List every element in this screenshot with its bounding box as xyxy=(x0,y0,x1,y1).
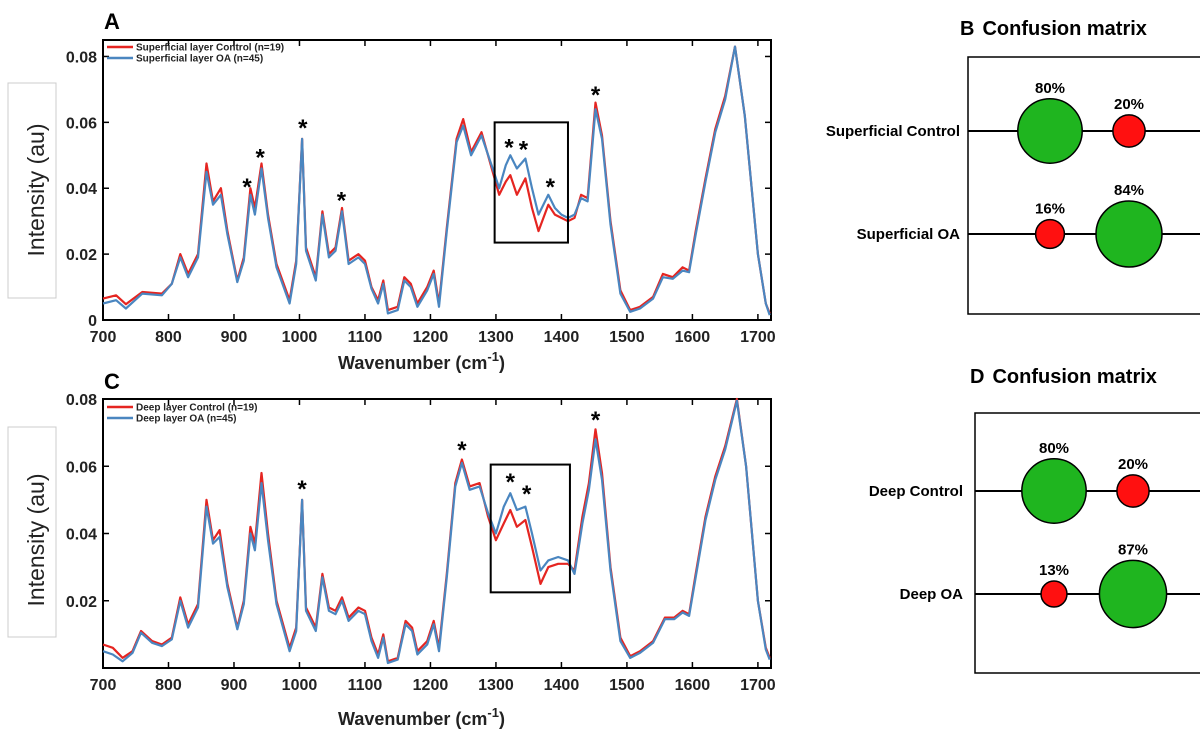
y-tick-label: 0.04 xyxy=(66,527,97,544)
x-tick-label: 700 xyxy=(90,329,117,346)
x-tick-label: 900 xyxy=(221,677,248,694)
bubble-percentage: 80% xyxy=(1039,440,1069,457)
x-tick-label: 1500 xyxy=(609,329,645,346)
confusion-matrix-b-frame xyxy=(967,56,1200,315)
panel-c: C Intensity (au) 700 800 900 1000 1100 1200 13… xyxy=(7,369,776,729)
panel-b: B Confusion matrix Superficial Control 80%… xyxy=(826,18,1200,315)
legend-label: Deep layer Control (n=19) xyxy=(136,403,257,414)
x-tick-label: 1700 xyxy=(740,329,776,346)
significance-marker: * xyxy=(591,82,601,109)
correct-bubble xyxy=(1095,200,1163,268)
x-axis-label-a: Wavenumber (cm-1) xyxy=(338,349,505,373)
series-line-control xyxy=(102,397,771,663)
significance-marker: * xyxy=(591,407,601,434)
x-tick-label: 900 xyxy=(221,329,248,346)
confusion-matrix-d: Deep Control 80% 20% Deep OA 13% 87% xyxy=(869,440,1200,629)
plot-area-c: 700 800 900 1000 1100 1200 1300 1400 1500 1600 170… xyxy=(66,392,776,694)
misclassified-bubble xyxy=(1040,580,1068,608)
y-tick-label: 0.02 xyxy=(66,594,97,611)
x-axis-label-c: Wavenumber (cm-1) xyxy=(338,705,505,729)
confusion-matrix-b: Superficial Control 80% 20% Superficial OA 1… xyxy=(826,80,1200,268)
significance-marker: * xyxy=(506,469,516,496)
legend-label: Deep layer OA (n=45) xyxy=(136,414,237,425)
panel-a-letter: A xyxy=(104,9,120,34)
panel-d-title: D Confusion matrix xyxy=(970,366,1157,388)
y-axis-label-c: Intensity (au) xyxy=(23,474,49,607)
correct-bubble xyxy=(1098,559,1168,629)
y-tick-label: 0 xyxy=(88,313,97,330)
significance-marker: * xyxy=(546,174,556,201)
series-line-oa xyxy=(102,45,771,316)
matrix-row-label: Deep Control xyxy=(869,483,963,500)
significance-marker: * xyxy=(242,174,252,201)
misclassified-bubble xyxy=(1112,114,1146,148)
y-tick-label: 0.08 xyxy=(66,392,97,409)
x-tick-label: 1100 xyxy=(348,329,383,346)
x-tick-label: 1600 xyxy=(675,677,711,694)
x-tick-label: 1500 xyxy=(609,677,645,694)
bubble-percentage: 13% xyxy=(1039,562,1069,579)
correct-bubble xyxy=(1017,98,1083,164)
x-tick-label: 1200 xyxy=(413,677,449,694)
matrix-row-label: Superficial Control xyxy=(826,123,960,140)
significance-marker: * xyxy=(337,187,347,214)
significance-marker: * xyxy=(504,135,514,162)
x-tick-label: 1300 xyxy=(478,329,514,346)
ylabel-box-a xyxy=(7,82,57,299)
y-tick-label: 0.06 xyxy=(66,115,97,132)
misclassified-bubble xyxy=(1116,474,1150,508)
significance-marker: * xyxy=(297,476,307,503)
bubble-percentage: 80% xyxy=(1035,80,1065,97)
panel-a: A Intensity (au) 700 800 900 1000 1100 1200 13… xyxy=(7,9,776,373)
x-tick-label: 800 xyxy=(155,329,182,346)
significance-marker: * xyxy=(298,115,308,142)
y-tick-label: 0.04 xyxy=(66,181,97,198)
x-tick-label: 1000 xyxy=(282,329,318,346)
significance-marker: * xyxy=(256,145,266,172)
bubble-percentage: 87% xyxy=(1118,541,1148,558)
x-tick-label: 1600 xyxy=(675,329,711,346)
significance-marker: * xyxy=(522,481,532,508)
plot-area-a: 700 800 900 1000 1100 1200 1300 1400 1500 1600 170… xyxy=(66,39,776,346)
ylabel-box-c xyxy=(7,426,57,638)
y-tick-label: 0.02 xyxy=(66,247,97,264)
x-tick-label: 1700 xyxy=(740,677,776,694)
highlight-box xyxy=(489,463,571,594)
bubble-percentage: 84% xyxy=(1114,182,1144,199)
highlight-box xyxy=(493,121,569,244)
bubble-percentage: 16% xyxy=(1035,201,1065,218)
plot-frame xyxy=(102,39,772,321)
significance-marker: * xyxy=(457,437,467,464)
panel-d: D Confusion matrix Deep Control80%20%Deep… xyxy=(869,366,1200,674)
x-tick-label: 1400 xyxy=(544,329,580,346)
matrix-row-label: Deep OA xyxy=(900,586,964,603)
misclassified-bubble xyxy=(1034,218,1066,250)
x-tick-label: 1000 xyxy=(282,677,318,694)
significance-marker: * xyxy=(519,136,529,163)
x-tick-label: 1200 xyxy=(413,329,449,346)
panel-b-title: B Confusion matrix xyxy=(960,18,1147,40)
bubble-percentage: 20% xyxy=(1114,96,1144,113)
x-tick-label: 1300 xyxy=(478,677,514,694)
correct-bubble xyxy=(1021,458,1087,524)
y-tick-label: 0.08 xyxy=(66,49,97,66)
series-line-control xyxy=(102,45,771,314)
y-tick-label: 0.06 xyxy=(66,459,97,476)
x-tick-label: 1100 xyxy=(348,677,383,694)
legend-label: Superficial layer Control (n=19) xyxy=(136,43,284,54)
bubble-percentage: 20% xyxy=(1118,456,1148,473)
x-tick-label: 800 xyxy=(155,677,182,694)
legend-label: Superficial layer OA (n=45) xyxy=(136,54,263,65)
x-tick-label: 1400 xyxy=(544,677,580,694)
x-tick-label: 700 xyxy=(90,677,117,694)
series-line-oa xyxy=(102,399,771,665)
confusion-matrix-d-frame xyxy=(974,412,1200,674)
y-axis-label-a: Intensity (au) xyxy=(23,124,49,257)
panel-c-letter: C xyxy=(104,369,120,394)
matrix-row-label: Superficial OA xyxy=(857,226,961,243)
